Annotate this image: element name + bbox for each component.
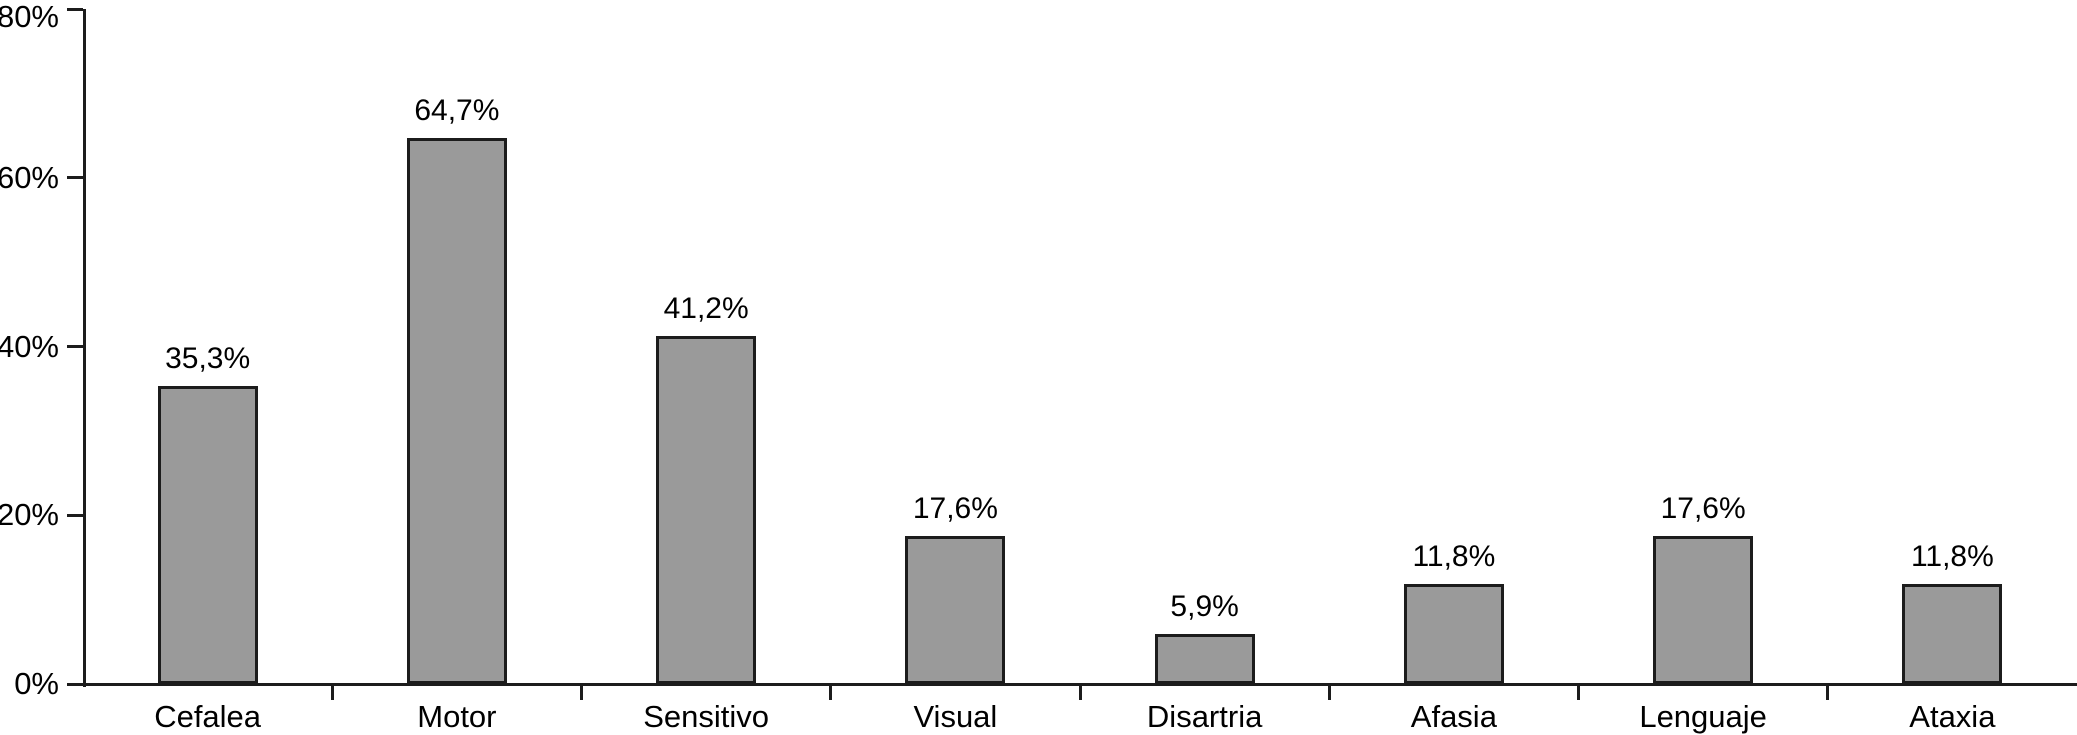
y-axis-line [83,9,86,687]
y-axis-tick [67,682,83,686]
x-axis-category-label: Disartria [1146,699,1263,734]
bar-visual [905,535,1006,684]
x-axis-tick [1078,686,1082,700]
x-axis-tick [1327,686,1331,700]
bar-value-label: 17,6% [912,491,998,525]
y-axis-tick-label: 40% [0,328,59,364]
x-axis-category-label: Visual [913,699,998,734]
bar-lenguaje [1653,535,1754,684]
y-axis-tick-label: 20% [0,497,59,533]
bar-value-label: 41,2% [663,292,749,326]
bar-value-label: 5,9% [1170,590,1239,624]
bar-value-label: 17,6% [1660,491,1746,525]
x-axis-category-label: Cefalea [154,699,262,734]
x-axis-category-label: Motor [417,699,497,734]
x-axis-tick [1577,686,1580,700]
x-axis-tick [829,686,833,700]
x-axis-category-label: Ataxia [1909,699,1996,734]
x-axis-tick [580,686,583,700]
x-axis-line [83,683,2077,686]
bar-value-label: 11,8% [1412,540,1496,574]
bar-afasia [1403,584,1504,684]
bar-disartria [1154,634,1255,684]
y-axis-tick-label: 0% [14,666,59,701]
y-axis-tick-label: 60% [0,159,59,195]
y-axis-tick [67,345,83,348]
x-axis-tick [330,686,334,700]
x-axis-tick [1826,686,1830,700]
bar-value-label: 11,8% [1910,540,1994,574]
bar-motor [406,138,507,684]
x-axis-category-label: Lenguaje [1639,699,1767,734]
y-axis-tick [67,176,83,180]
x-axis-category-label: Sensitivo [643,699,770,734]
bar-cefalea [157,386,258,684]
bar-ataxia [1902,584,2003,684]
x-axis-category-label: Afasia [1410,699,1497,734]
y-axis-tick [67,513,83,517]
bar-value-label: 35,3% [165,342,251,376]
y-axis-tick-label: 80% [0,0,59,34]
y-axis-tick [67,7,83,11]
bar-sensitivo [656,336,757,684]
bar-value-label: 64,7% [414,94,500,128]
